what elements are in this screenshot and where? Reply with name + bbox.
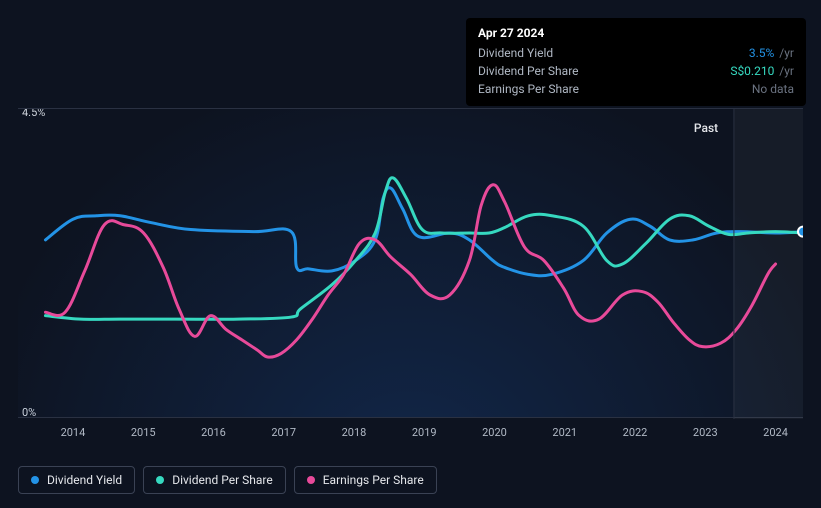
- x-axis-tick: 2020: [482, 426, 507, 439]
- plot-area[interactable]: Past: [18, 108, 803, 418]
- tooltip-date: Apr 27 2024: [478, 26, 794, 40]
- tooltip-row-label: Dividend Yield: [478, 44, 553, 62]
- legend-dot: [307, 476, 315, 484]
- series-line-dividend_per_share: [45, 178, 803, 320]
- x-axis-tick: 2018: [342, 426, 367, 439]
- chart-area: 4.5% 0% Past 201420152016201720182019202…: [18, 108, 803, 428]
- legend-item[interactable]: Earnings Per Share: [294, 466, 437, 494]
- legend-label: Dividend Yield: [47, 473, 122, 487]
- x-axis-tick: 2015: [131, 426, 156, 439]
- tooltip-row-value: 3.5% /yr: [749, 44, 794, 62]
- legend-dot: [156, 476, 164, 484]
- series-end-marker: [798, 227, 803, 237]
- tooltip-row-value: S$0.210 /yr: [730, 62, 794, 80]
- tooltip-row-label: Dividend Per Share: [478, 62, 579, 80]
- legend-label: Earnings Per Share: [323, 473, 424, 487]
- chart-svg: [18, 109, 803, 419]
- tooltip-row: Dividend Per Share S$0.210 /yr: [478, 62, 794, 80]
- x-axis-tick: 2024: [763, 426, 788, 439]
- x-axis-tick: 2016: [201, 426, 226, 439]
- chart-tooltip: Apr 27 2024 Dividend Yield3.5% /yrDivide…: [466, 18, 806, 106]
- tooltip-row-value: No data: [752, 80, 794, 98]
- x-axis-labels: 2014 2015 2016 2017 2018 2019 2020 2021 2022 2023…: [18, 426, 803, 446]
- x-axis-tick: 2023: [693, 426, 718, 439]
- x-axis-tick: 2019: [412, 426, 437, 439]
- x-axis-tick: 2021: [552, 426, 577, 439]
- chart-legend: Dividend Yield Dividend Per Share Earnings…: [18, 466, 437, 494]
- x-axis-tick: 2022: [623, 426, 648, 439]
- x-axis-tick: 2017: [271, 426, 296, 439]
- x-axis-tick: 2014: [61, 426, 86, 439]
- legend-dot: [31, 476, 39, 484]
- tooltip-row: Dividend Yield 3.5% /yr: [478, 44, 794, 62]
- legend-label: Dividend Per Share: [172, 473, 273, 487]
- legend-item[interactable]: Dividend Yield: [18, 466, 135, 494]
- tooltip-row-label: Earnings Per Share: [478, 80, 579, 98]
- tooltip-row: Earnings Per Share No data: [478, 80, 794, 98]
- legend-item[interactable]: Dividend Per Share: [143, 466, 286, 494]
